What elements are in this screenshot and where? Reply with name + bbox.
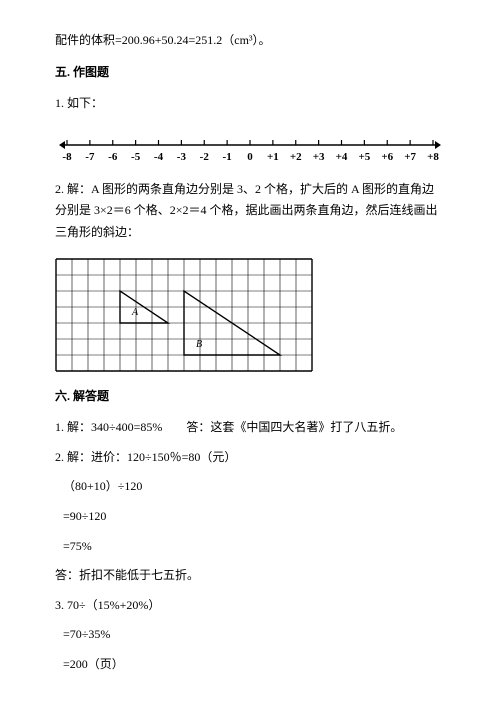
question-2-text: 2. 解：A 图形的两条直角边分别是 3、2 个格，扩大后的 A 图形的直角边分…: [55, 179, 445, 244]
svg-text:-3: -3: [177, 151, 187, 163]
svg-text:-6: -6: [108, 151, 118, 163]
answer-2: 2. 解：进价：120÷150％=80（元）: [55, 447, 445, 469]
calc-step: （80+10）÷120: [63, 476, 445, 498]
answer-2-conclusion: 答：折扣不能低于七五折。: [55, 565, 445, 587]
calc-step: =200（页）: [63, 654, 445, 676]
svg-text:+3: +3: [313, 151, 325, 163]
answer-1: 1. 解：340÷400=85% 答：这套《中国四大名著》打了八五折。: [55, 417, 445, 439]
svg-text:+1: +1: [267, 151, 279, 163]
svg-text:-8: -8: [62, 151, 72, 163]
calc-step: =70÷35%: [63, 624, 445, 646]
number-line-svg: -8 -7 -6 -5 -4 -3 -2 -1 0 +1 +2 +3 +4 +5 +6 +7 +8: [55, 129, 445, 165]
answer-3: 3. 70÷（15%+20%）: [55, 595, 445, 617]
grid-svg: AB: [55, 258, 313, 372]
svg-text:-1: -1: [223, 151, 232, 163]
svg-text:+7: +7: [404, 151, 416, 163]
svg-text:+4: +4: [336, 151, 348, 163]
svg-text:+2: +2: [290, 151, 302, 163]
intro-text: 配件的体积=200.96+50.24=251.2（cm³）。: [55, 30, 445, 52]
number-line-diagram: -8 -7 -6 -5 -4 -3 -2 -1 0 +1 +2 +3 +4 +5 +6 +7 +8: [55, 129, 445, 165]
svg-text:-4: -4: [154, 151, 164, 163]
calc-step: =90÷120: [63, 506, 445, 528]
svg-text:+6: +6: [381, 151, 393, 163]
section-6-title: 六. 解答题: [55, 386, 445, 408]
answer-3-steps: =70÷35% =200（页）: [55, 624, 445, 675]
question-1-label: 1. 如下：: [55, 93, 445, 115]
calc-step: =75%: [63, 536, 445, 558]
svg-text:A: A: [131, 307, 139, 318]
svg-text:-5: -5: [131, 151, 141, 163]
svg-text:B: B: [196, 339, 202, 350]
svg-text:0: 0: [247, 151, 253, 163]
answer-2-steps: （80+10）÷120 =90÷120 =75%: [55, 476, 445, 557]
grid-diagram: AB: [55, 258, 445, 372]
svg-text:-2: -2: [200, 151, 210, 163]
svg-text:-7: -7: [85, 151, 95, 163]
svg-text:+5: +5: [358, 151, 370, 163]
section-5-title: 五. 作图题: [55, 62, 445, 84]
svg-text:+8: +8: [427, 151, 439, 163]
